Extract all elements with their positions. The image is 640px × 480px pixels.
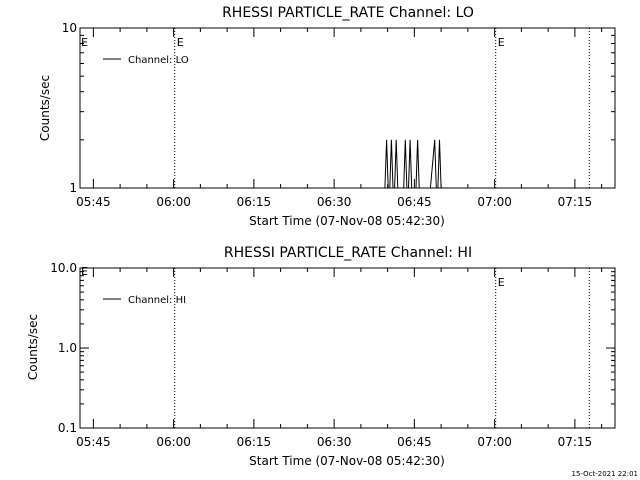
bottom-ytick-label: 10.0: [50, 261, 77, 275]
top-time-marker-label: E: [498, 36, 505, 49]
top-xtick-label: 06:30: [317, 195, 352, 209]
bottom-plot-frame: [79, 267, 616, 429]
bottom-xtick-label: 06:30: [317, 435, 352, 449]
top-xtick-label: 07:15: [558, 195, 593, 209]
bottom-ytick-label: 0.1: [58, 421, 77, 435]
top-xtick-label: 07:00: [477, 195, 512, 209]
footer-timestamp: 15-Oct-2021 22:01: [572, 470, 638, 478]
bottom-panel-ylabel: Counts/sec: [26, 314, 40, 380]
top-time-marker-label: E: [177, 36, 184, 49]
top-plot-frame: [79, 27, 616, 189]
top-panel-xlabel: Start Time (07-Nov-08 05:42:30): [249, 214, 445, 228]
top-ytick-label: 1: [69, 181, 77, 195]
top-panel-ylabel: Counts/sec: [38, 75, 52, 141]
top-panel-legend-label: Channel: LO: [128, 55, 189, 66]
bottom-panel-xlabel: Start Time (07-Nov-08 05:42:30): [249, 454, 445, 468]
top-panel-title: RHESSI PARTICLE_RATE Channel: LO: [222, 5, 474, 21]
top-xtick-label: 06:15: [237, 195, 272, 209]
bottom-xtick-label: 06:45: [397, 435, 432, 449]
bottom-xtick-label: 06:00: [156, 435, 191, 449]
bottom-ytick-label: 1.0: [58, 341, 77, 355]
bottom-xtick-label: 06:15: [237, 435, 272, 449]
top-xtick-label: 05:45: [76, 195, 111, 209]
bottom-panel-title: RHESSI PARTICLE_RATE Channel: HI: [224, 245, 472, 261]
top-ytick-label: 10: [62, 21, 77, 35]
top-xtick-label: 06:00: [156, 195, 191, 209]
bottom-panel-left-marker: E: [81, 265, 88, 278]
top-panel-left-marker: E: [81, 36, 88, 49]
bottom-xtick-label: 05:45: [76, 435, 111, 449]
bottom-xtick-label: 07:00: [477, 435, 512, 449]
top-xtick-label: 06:45: [397, 195, 432, 209]
bottom-time-marker-label: E: [498, 276, 505, 289]
bottom-xtick-label: 07:15: [558, 435, 593, 449]
top-series-line: [382, 139, 442, 189]
bottom-panel-legend-label: Channel: HI: [128, 295, 186, 306]
